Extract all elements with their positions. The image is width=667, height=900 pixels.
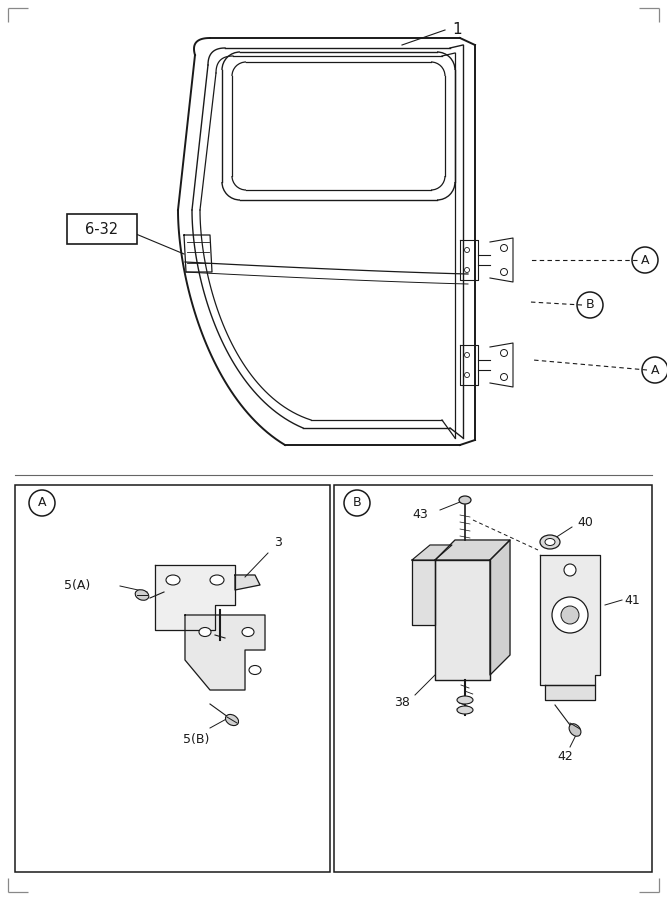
Circle shape [564,564,576,576]
Text: A: A [38,497,46,509]
Polygon shape [490,540,510,675]
Polygon shape [435,560,490,680]
Bar [334,485,652,872]
Text: 3: 3 [274,536,282,550]
Text: A: A [651,364,659,376]
Ellipse shape [457,706,473,714]
Text: B: B [353,497,362,509]
Text: 42: 42 [557,751,573,763]
Circle shape [561,606,579,624]
Text: B: B [586,299,594,311]
Ellipse shape [242,627,254,636]
Polygon shape [155,565,235,630]
Text: 1: 1 [452,22,462,37]
Polygon shape [435,540,510,560]
Ellipse shape [166,575,180,585]
Text: 5(B): 5(B) [183,734,209,746]
Ellipse shape [540,535,560,549]
FancyBboxPatch shape [67,214,137,244]
Ellipse shape [545,538,555,545]
Circle shape [552,597,588,633]
Polygon shape [540,555,600,685]
Text: 41: 41 [624,593,640,607]
Text: 5(A): 5(A) [64,579,90,591]
Ellipse shape [249,665,261,674]
Ellipse shape [135,590,149,600]
Text: 6-32: 6-32 [85,221,119,237]
Ellipse shape [225,715,239,725]
Text: A: A [641,254,649,266]
Ellipse shape [457,696,473,704]
Bar [15,485,330,872]
Polygon shape [545,685,595,700]
Ellipse shape [210,575,224,585]
Polygon shape [412,560,435,625]
Text: 43: 43 [412,508,428,521]
Ellipse shape [459,496,471,504]
Text: 40: 40 [577,516,593,528]
Polygon shape [412,545,452,560]
Ellipse shape [569,724,581,736]
Polygon shape [235,575,260,590]
Polygon shape [185,615,265,690]
Ellipse shape [199,627,211,636]
Text: 38: 38 [394,696,410,708]
